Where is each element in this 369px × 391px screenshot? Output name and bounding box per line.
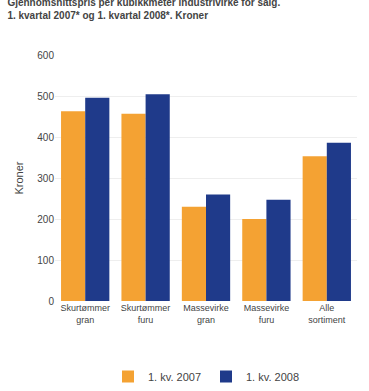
svg-text:Allesortiment: Allesortiment [308, 303, 346, 325]
svg-text:400: 400 [37, 132, 54, 143]
svg-text:Skurtømmerfuru: Skurtømmerfuru [121, 303, 171, 325]
svg-text:1. kv. 2007: 1. kv. 2007 [148, 371, 201, 383]
svg-text:0: 0 [48, 296, 54, 307]
svg-text:200: 200 [37, 214, 54, 225]
svg-text:Massevirkefuru: Massevirkefuru [244, 303, 290, 325]
svg-text:300: 300 [37, 173, 54, 184]
svg-text:Kroner: Kroner [13, 161, 25, 194]
svg-text:500: 500 [37, 91, 54, 102]
svg-text:Massevirkegran: Massevirkegran [183, 303, 229, 325]
svg-text:Gjennomsnittspris per kubikkme: Gjennomsnittspris per kubikkmeter indust… [7, 0, 280, 21]
svg-text:Skurtømmergran: Skurtømmergran [60, 303, 110, 325]
svg-text:600: 600 [37, 50, 54, 61]
svg-text:100: 100 [37, 255, 54, 266]
svg-text:1. kv. 2008: 1. kv. 2008 [246, 371, 299, 383]
